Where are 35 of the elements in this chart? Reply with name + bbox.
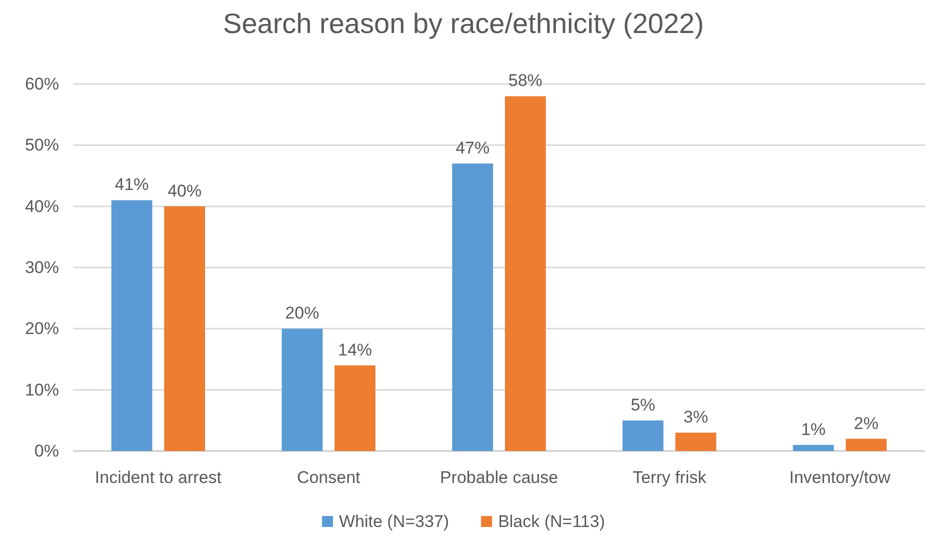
data-label: 1% (801, 420, 826, 439)
data-label: 3% (684, 408, 708, 427)
data-label: 41% (114, 175, 149, 194)
bar (334, 365, 376, 451)
legend-label: White (N=337) (338, 512, 450, 531)
y-tick-label: 30% (24, 258, 59, 277)
y-tick-label: 40% (24, 196, 59, 216)
data-label: 47% (456, 138, 490, 158)
bar (622, 420, 664, 451)
data-label: 2% (854, 414, 878, 433)
y-tick-label: 50% (24, 136, 59, 155)
y-tick-label: 20% (24, 319, 59, 338)
bar (504, 96, 546, 451)
legend-label: Black (N=113) (498, 512, 606, 531)
y-tick-label: 60% (24, 74, 59, 94)
x-tick-label: Incident to arrest (94, 468, 222, 488)
bar (111, 200, 152, 451)
x-tick-label: Probable cause (440, 468, 558, 488)
y-tick-label: 0% (34, 441, 59, 460)
data-label: 58% (508, 71, 542, 90)
bar (282, 328, 323, 451)
bar (792, 444, 834, 451)
x-tick-label: Inventory/tow (789, 468, 892, 488)
bar (164, 206, 206, 451)
bar (675, 432, 716, 451)
data-label: 40% (168, 181, 202, 200)
data-label: 5% (630, 395, 656, 414)
chart-title: Search reason by race/ethnicity (2022) (223, 8, 704, 39)
y-tick-label: 10% (24, 380, 59, 400)
data-label: 20% (285, 304, 320, 323)
x-tick-label: Terry frisk (632, 468, 707, 488)
x-tick-label: Consent (296, 468, 361, 488)
bar (846, 438, 887, 451)
bar (452, 164, 494, 451)
data-label: 14% (338, 340, 372, 360)
